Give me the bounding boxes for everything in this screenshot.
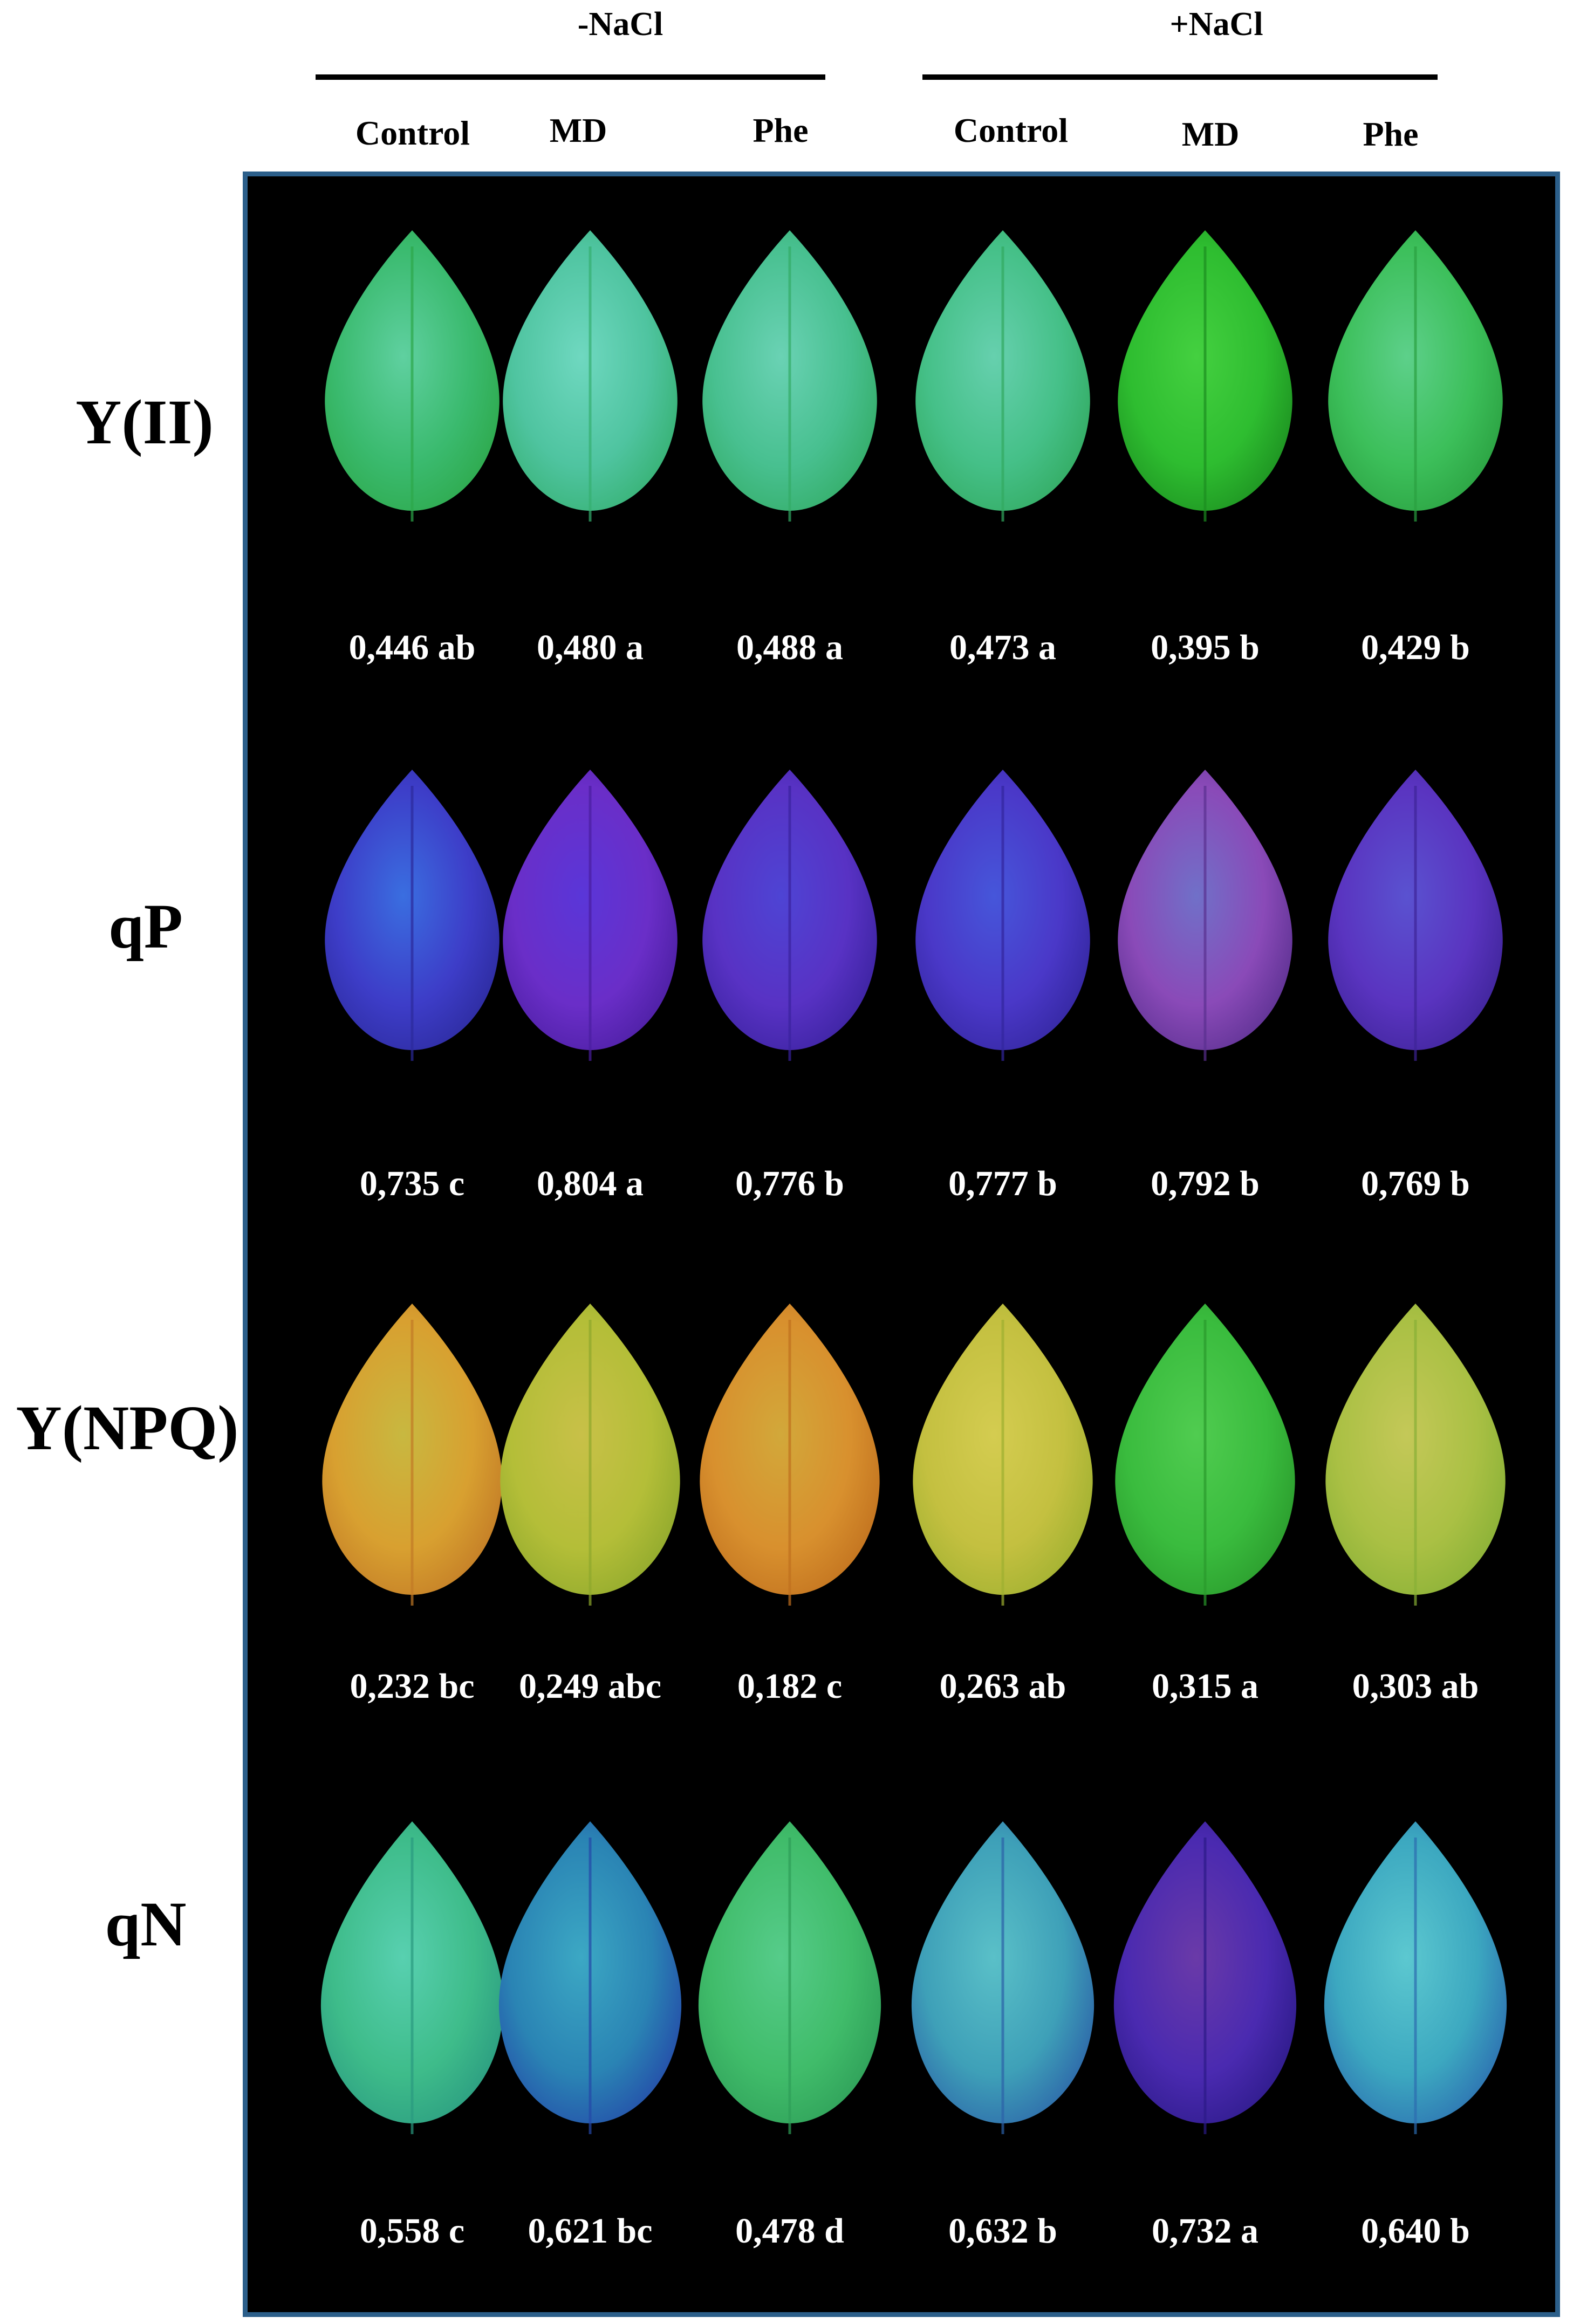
group-divider-line: [316, 74, 825, 80]
measurement-value: 0,249 abc: [519, 1667, 661, 1706]
measurement-value: 0,804 a: [537, 1164, 644, 1203]
measurement-value: 0,621 bc: [528, 2211, 653, 2251]
measurement-value: 0,792 b: [1151, 1164, 1260, 1203]
column-label-phe: Phe: [1363, 115, 1419, 153]
measurement-value: 0,776 b: [735, 1164, 844, 1203]
measurement-value: 0,232 bc: [350, 1667, 475, 1706]
column-label-phe: Phe: [753, 111, 809, 149]
row-label-yii: Y(II): [76, 387, 214, 457]
measurement-value: 0,478 d: [735, 2211, 844, 2251]
column-label-control: Control: [355, 114, 470, 152]
measurement-value: 0,480 a: [537, 628, 644, 667]
measurement-value: 0,395 b: [1151, 628, 1260, 667]
row-label-ynpq: Y(NPQ): [16, 1393, 239, 1463]
measurement-value: 0,303 ab: [1352, 1667, 1479, 1706]
measurement-value: 0,429 b: [1361, 628, 1470, 667]
group-divider-line: [922, 74, 1438, 80]
column-label-md: MD: [1181, 115, 1240, 153]
measurement-value: 0,640 b: [1361, 2211, 1470, 2251]
measurement-value: 0,315 a: [1152, 1667, 1258, 1706]
measurement-value: 0,632 b: [948, 2211, 1057, 2251]
fluorescence-image-panel: 0,446 ab 0,480 a 0,488 a 0,473 a 0,395 b 0,42…: [243, 172, 1560, 2317]
row-label-qn: qN: [105, 1889, 187, 1959]
measurement-value: 0,735 c: [359, 1164, 465, 1203]
measurement-value: 0,732 a: [1152, 2211, 1258, 2251]
row-label-qp: qP: [108, 891, 183, 962]
column-label-control: Control: [953, 111, 1069, 149]
group-label: -NaCl: [577, 6, 663, 43]
measurement-value: 0,769 b: [1361, 1164, 1470, 1203]
measurement-value: 0,446 ab: [348, 628, 476, 667]
leaf-image-grid: [320, 230, 1507, 2134]
column-label-md: MD: [549, 111, 607, 149]
measurement-value: 0,777 b: [948, 1164, 1057, 1203]
measurement-value: 0,182 c: [737, 1667, 843, 1706]
measurement-value: 0,488 a: [736, 628, 843, 667]
measurement-value: 0,263 ab: [939, 1667, 1066, 1706]
measurement-value: 0,558 c: [359, 2211, 465, 2251]
measurement-value: 0,473 a: [949, 628, 1056, 667]
group-label: +NaCl: [1169, 6, 1263, 43]
